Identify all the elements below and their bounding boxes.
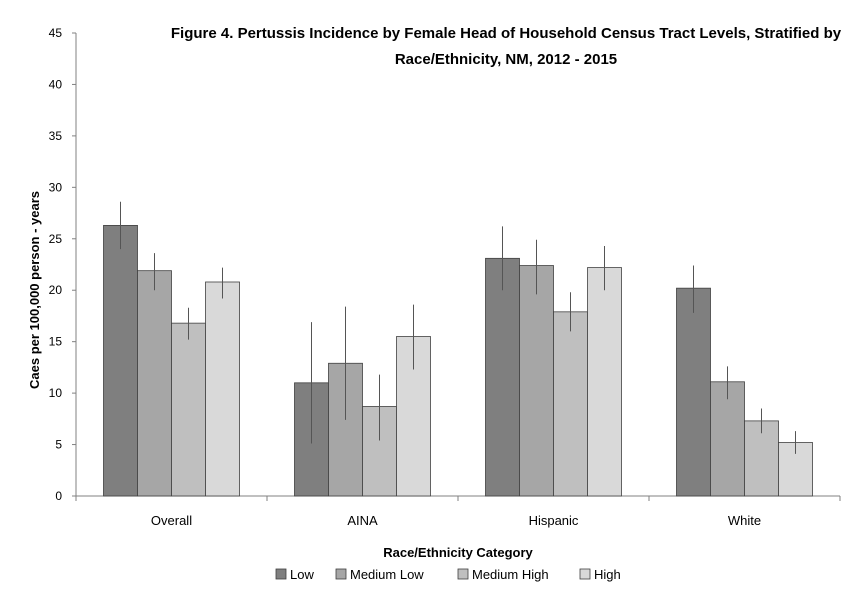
chart-title-line2: Race/Ethnicity, NM, 2012 - 2015 <box>395 51 617 68</box>
y-tick-label: 45 <box>49 26 63 40</box>
y-tick-label: 10 <box>49 386 63 400</box>
legend-label: Medium High <box>472 567 549 582</box>
category-label: Overall <box>151 513 192 528</box>
bars-group <box>103 225 813 497</box>
bar <box>103 225 138 497</box>
y-tick-label: 25 <box>49 232 63 246</box>
y-tick-label: 30 <box>49 180 63 194</box>
legend-label: Low <box>290 567 314 582</box>
legend: Low Medium Low Medium High High <box>275 567 621 582</box>
bar <box>553 311 588 497</box>
x-axis-label: Race/Ethnicity Category <box>383 545 533 560</box>
bar <box>205 281 240 497</box>
category-label: White <box>728 513 761 528</box>
y-tick-label: 20 <box>49 283 63 297</box>
legend-swatch <box>335 568 347 580</box>
bar <box>587 267 622 497</box>
bar <box>485 257 520 497</box>
y-tick-label: 15 <box>49 335 63 349</box>
y-axis-label: Caes per 100,000 person - years <box>27 191 42 389</box>
bar <box>676 287 711 497</box>
chart-title-line1: Figure 4. Pertussis Incidence by Female … <box>171 25 842 42</box>
bar <box>171 322 206 497</box>
legend-swatch <box>275 568 287 580</box>
legend-label: High <box>594 567 621 582</box>
legend-swatch <box>579 568 591 580</box>
legend-swatch <box>457 568 469 580</box>
legend-label: Medium Low <box>350 567 424 582</box>
y-tick-label: 35 <box>49 129 63 143</box>
bar <box>137 270 172 497</box>
error-bars-group <box>120 201 796 454</box>
bar <box>519 265 554 497</box>
y-tick-label: 40 <box>49 77 63 91</box>
y-tick-label: 5 <box>55 438 62 452</box>
y-tick-label: 0 <box>55 489 62 503</box>
category-label: Hispanic <box>529 513 579 528</box>
category-label: AINA <box>347 513 378 528</box>
